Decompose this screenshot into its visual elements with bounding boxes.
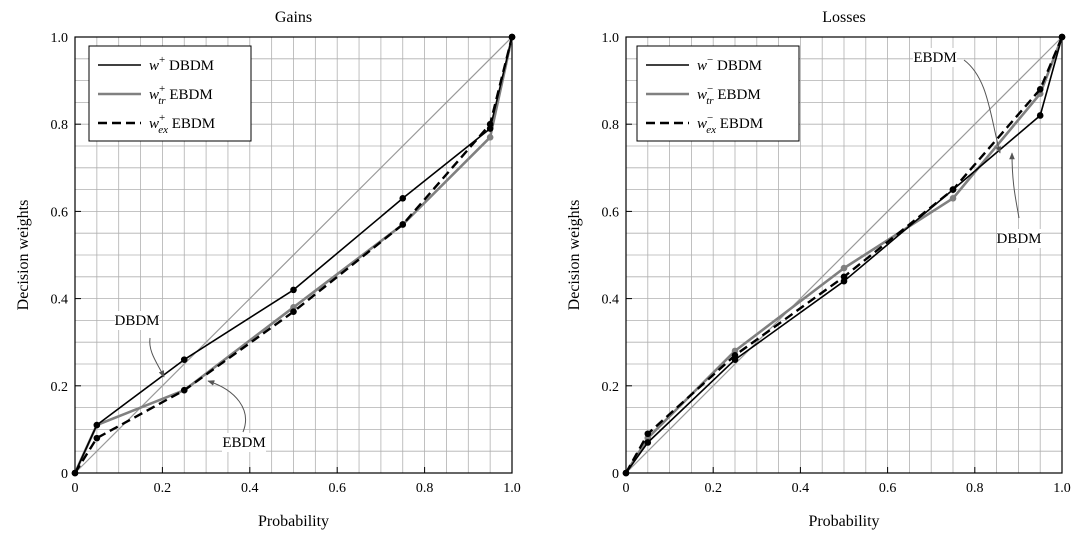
- annotation-bg: [913, 48, 957, 67]
- data-point: [180, 386, 188, 394]
- data-point: [399, 221, 407, 228]
- legend-label-1: w+ DBDM: [149, 54, 214, 74]
- x-tick-label: 0: [623, 481, 630, 496]
- y-tick-label: 1.0: [51, 31, 69, 46]
- data-point: [290, 308, 297, 315]
- annotation-arrow: [963, 59, 1002, 154]
- y-tick-label: 0.6: [51, 205, 69, 220]
- data-point: [508, 33, 516, 41]
- data-point: [93, 434, 101, 442]
- annotation-bg: [222, 433, 266, 452]
- panel-gains: 0 0.2 0.4 0.6 0.8 1.0 0 0.2 0.4 0.6 0.8 1.0 Gains Pro…: [15, 9, 521, 530]
- x-tick-label: 0: [72, 481, 79, 496]
- y-tick-label: 0: [612, 467, 619, 482]
- y-tick-label: 0.2: [602, 380, 620, 395]
- data-point: [949, 195, 957, 202]
- y-tick-label: 1.0: [602, 31, 620, 46]
- legend: w+ DBDM w+ tr EBDM w+ ex EBDM: [88, 45, 252, 142]
- data-point: [486, 125, 494, 132]
- y-tick-label: 0.8: [602, 118, 620, 133]
- y-tick-label: 0.2: [51, 380, 69, 395]
- data-point: [486, 133, 494, 141]
- x-tick-label: 0.4: [792, 481, 810, 496]
- data-point: [93, 421, 101, 429]
- x-axis-label: Probability: [808, 513, 879, 530]
- annotation-ebdm: EBDM: [222, 435, 265, 451]
- data-point: [1036, 86, 1044, 93]
- data-point: [399, 195, 407, 202]
- chart-title: Losses: [822, 9, 866, 26]
- y-tick-label: 0.6: [602, 205, 620, 220]
- y-tick-label: 0.4: [51, 293, 69, 308]
- x-tick-label: 0.8: [966, 481, 984, 496]
- annotation-dbdm: DBDM: [996, 231, 1041, 247]
- data-point: [1058, 33, 1066, 41]
- data-point: [180, 356, 188, 363]
- y-tick-label: 0.8: [51, 118, 69, 133]
- diagonal-reference-line: [625, 36, 1063, 474]
- x-tick-label: 0.2: [154, 481, 172, 496]
- annotation-arrow: [207, 380, 246, 433]
- x-tick-label: 0.4: [241, 481, 259, 496]
- x-tick-label: 1.0: [503, 481, 521, 496]
- data-point: [622, 469, 630, 477]
- annotation-bg: [115, 311, 159, 330]
- legend-label-2: w+ tr EBDM: [149, 83, 213, 107]
- data-point: [840, 277, 848, 285]
- x-tick-label: 1.0: [1053, 481, 1071, 496]
- data-point: [1036, 112, 1044, 119]
- y-tick-label: 0: [61, 467, 68, 482]
- annotation-bg: [997, 229, 1041, 248]
- y-axis-label: Decision weights: [566, 200, 583, 311]
- plot-frame: [74, 36, 513, 474]
- x-tick-label: 0.8: [416, 481, 434, 496]
- y-axis-label: Decision weights: [15, 200, 32, 311]
- x-axis-label: Probability: [258, 513, 329, 530]
- panel-losses: 0 0.2 0.4 0.6 0.8 1.0 0 0.2 0.4 0.6 0.8 1.0 Losses Pr…: [566, 9, 1071, 530]
- data-point: [644, 430, 652, 438]
- legend-label-3: w− ex EBDM: [697, 112, 763, 136]
- chart-title: Gains: [275, 9, 312, 26]
- x-tick-label: 0.2: [704, 481, 722, 496]
- annotation-arrow: [1009, 152, 1020, 219]
- plot-frame: [625, 36, 1063, 474]
- legend-label-2: w− tr EBDM: [697, 83, 761, 107]
- annotation-dbdm: DBDM: [114, 313, 159, 329]
- data-point: [644, 439, 652, 446]
- y-tick-label: 0.4: [602, 293, 620, 308]
- data-point: [290, 286, 297, 294]
- x-tick-label: 0.6: [879, 481, 897, 496]
- data-point: [71, 469, 79, 477]
- legend-label-3: w+ ex EBDM: [149, 112, 215, 136]
- annotation-arrow: [149, 337, 165, 378]
- data-point: [949, 186, 957, 193]
- data-point: [731, 356, 739, 363]
- legend-label-1: w− DBDM: [697, 54, 762, 74]
- diagonal-reference-line: [74, 36, 513, 474]
- legend: w− DBDM w− tr EBDM w− ex EBDM: [636, 45, 800, 142]
- x-tick-label: 0.6: [328, 481, 346, 496]
- annotation-ebdm: EBDM: [913, 50, 956, 66]
- data-point: [840, 264, 848, 272]
